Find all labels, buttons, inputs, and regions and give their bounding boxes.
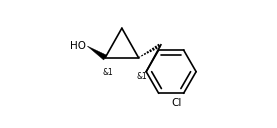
- Polygon shape: [144, 53, 146, 55]
- Text: Cl: Cl: [171, 98, 181, 108]
- Polygon shape: [138, 56, 140, 58]
- Polygon shape: [157, 44, 161, 48]
- Polygon shape: [141, 55, 143, 57]
- Text: &1: &1: [102, 68, 113, 77]
- Polygon shape: [87, 46, 107, 60]
- Polygon shape: [146, 51, 149, 54]
- Text: HO: HO: [70, 41, 86, 51]
- Text: &1: &1: [137, 72, 147, 81]
- Polygon shape: [155, 46, 158, 50]
- Polygon shape: [152, 47, 155, 51]
- Polygon shape: [149, 49, 152, 52]
